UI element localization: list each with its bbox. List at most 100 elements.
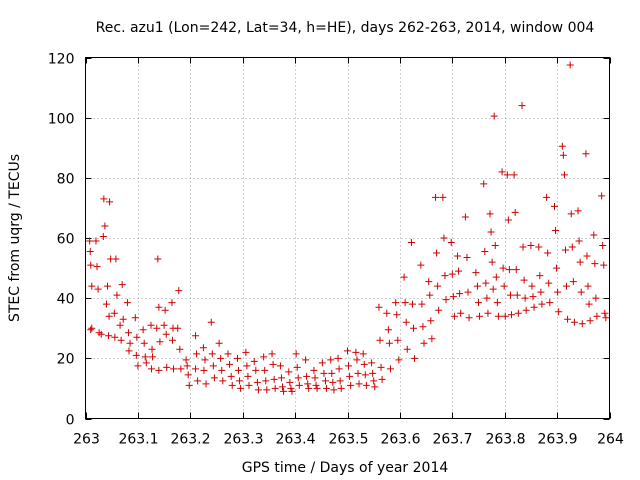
data-point: [329, 378, 337, 386]
data-point: [519, 243, 527, 251]
data-point: [86, 237, 94, 245]
data-point: [183, 362, 191, 370]
data-point: [456, 290, 464, 298]
data-point: [304, 380, 312, 388]
data-point: [209, 362, 217, 370]
data-point: [482, 279, 490, 287]
data-point: [461, 213, 469, 221]
y-tick-label: 60: [57, 232, 75, 248]
data-point: [392, 299, 400, 307]
data-point: [148, 365, 156, 373]
data-point: [330, 386, 338, 394]
data-point: [310, 366, 318, 374]
data-point: [369, 369, 377, 377]
data-point: [486, 210, 494, 218]
data-point: [210, 374, 218, 382]
data-point: [457, 309, 465, 317]
data-point: [362, 381, 370, 389]
data-point: [219, 377, 227, 385]
data-point: [505, 266, 513, 274]
data-point: [491, 242, 499, 250]
data-point: [569, 278, 577, 286]
data-point: [102, 300, 110, 308]
data-point: [337, 384, 345, 392]
data-point: [215, 339, 223, 347]
data-point: [160, 321, 168, 329]
data-point: [153, 324, 161, 332]
data-point: [564, 315, 572, 323]
x-tick-label: 263.5: [328, 432, 368, 448]
data-point: [463, 254, 471, 262]
data-point: [242, 348, 250, 356]
data-point: [403, 345, 411, 353]
data-point: [280, 387, 288, 395]
data-point: [494, 312, 502, 320]
x-tick-label: 263.4: [275, 432, 315, 448]
data-point: [286, 378, 294, 386]
chart-title: Rec. azu1 (Lon=242, Lat=34, h=HE), days …: [96, 20, 595, 36]
data-point: [155, 303, 163, 311]
data-point: [254, 386, 262, 394]
data-point: [194, 377, 202, 385]
data-point: [104, 282, 112, 290]
data-point: [558, 142, 566, 150]
data-points: [86, 61, 610, 395]
x-tick-label: 263: [73, 432, 100, 448]
data-point: [192, 332, 200, 340]
data-point: [371, 383, 379, 391]
data-point: [592, 294, 600, 302]
data-point: [233, 354, 241, 362]
data-point: [368, 359, 376, 367]
axis-ticks: [85, 57, 611, 420]
data-point: [378, 375, 386, 383]
data-point: [598, 192, 606, 200]
y-tick-label: 120: [48, 52, 75, 68]
x-axis-label: GPS time / Days of year 2014: [242, 460, 449, 476]
data-point: [347, 381, 355, 389]
data-point: [99, 232, 107, 240]
data-point: [320, 369, 328, 377]
data-point: [323, 384, 331, 392]
data-point: [483, 294, 491, 302]
data-point: [530, 303, 538, 311]
data-point: [279, 383, 287, 391]
data-point: [511, 208, 519, 216]
data-point: [510, 171, 518, 179]
data-point: [553, 264, 561, 272]
data-point: [118, 281, 126, 289]
data-point: [139, 326, 147, 334]
data-point: [593, 312, 601, 320]
x-tick-label: 263.1: [118, 432, 158, 448]
data-point: [500, 282, 508, 290]
data-point: [490, 112, 498, 120]
data-point: [602, 314, 610, 322]
data-point: [475, 299, 482, 307]
data-point: [425, 278, 433, 286]
data-point: [513, 291, 521, 299]
data-point: [97, 330, 105, 338]
data-point: [133, 333, 141, 341]
data-point: [154, 255, 162, 263]
x-tick-label: 264: [597, 432, 624, 448]
data-point: [250, 357, 258, 365]
data-point: [227, 372, 235, 380]
data-point: [235, 366, 243, 374]
data-point: [355, 380, 363, 388]
data-point: [243, 362, 251, 370]
data-point: [253, 378, 261, 386]
data-point: [269, 360, 277, 368]
data-point: [535, 243, 543, 251]
data-point: [226, 360, 234, 368]
data-point: [455, 267, 463, 275]
data-point: [442, 296, 450, 304]
data-point: [567, 210, 575, 218]
data-point: [344, 347, 351, 355]
data-point: [294, 374, 302, 382]
data-point: [375, 303, 383, 311]
data-point: [141, 353, 149, 361]
data-point: [105, 332, 113, 340]
tick-labels: 263 263.1 263.2 263.3 263.4 263.5 263.6 263.7 26…: [48, 52, 624, 448]
data-point: [176, 345, 184, 353]
data-point: [119, 315, 127, 323]
data-point: [270, 375, 278, 383]
